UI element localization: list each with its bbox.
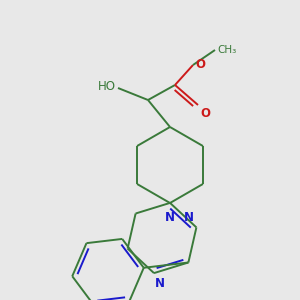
- Text: O: O: [195, 58, 205, 70]
- Text: N: N: [183, 212, 194, 224]
- Text: N: N: [165, 211, 175, 224]
- Text: N: N: [155, 277, 165, 290]
- Text: O: O: [200, 107, 210, 120]
- Text: HO: HO: [98, 80, 116, 94]
- Text: CH₃: CH₃: [217, 45, 236, 55]
